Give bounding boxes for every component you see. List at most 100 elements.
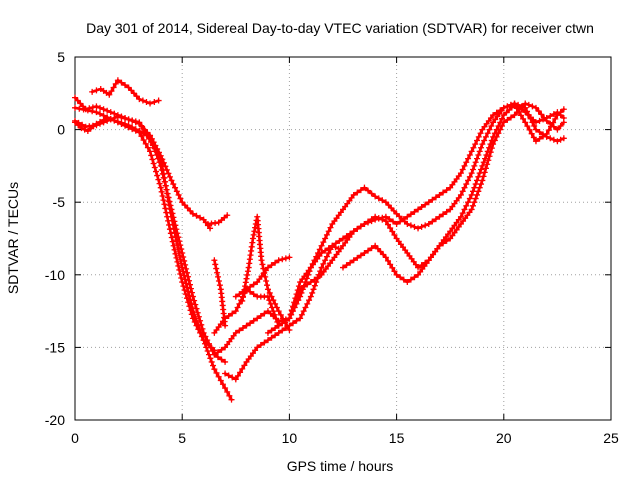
data-point	[393, 220, 400, 227]
data-point	[207, 355, 214, 362]
x-tick-label: 15	[389, 430, 405, 446]
data-point	[474, 155, 480, 162]
data-point	[522, 119, 529, 126]
data-point	[188, 304, 195, 311]
data-point	[174, 230, 181, 237]
data-point	[320, 239, 327, 246]
data-point	[486, 126, 493, 133]
data-point	[418, 204, 425, 211]
data-point	[175, 191, 182, 198]
data-point	[388, 205, 395, 212]
data-point	[165, 170, 172, 177]
data-point	[517, 112, 524, 119]
data-point	[169, 238, 176, 245]
data-point	[387, 225, 394, 232]
data-point	[72, 104, 78, 111]
data-point	[432, 194, 439, 201]
data-point	[374, 245, 381, 252]
data-point	[172, 250, 179, 257]
data-point	[138, 122, 145, 129]
data-point	[531, 122, 538, 129]
data-point	[390, 218, 397, 225]
data-point	[251, 228, 258, 235]
data-point	[172, 184, 179, 191]
data-point	[100, 106, 107, 113]
data-point	[155, 176, 162, 183]
data-point	[361, 184, 368, 191]
series-track-f	[72, 114, 229, 365]
series-track-e	[72, 113, 235, 403]
series-track-l	[239, 213, 293, 333]
data-point	[182, 261, 189, 268]
data-point	[260, 265, 267, 272]
data-point	[291, 300, 298, 307]
data-point	[514, 109, 521, 116]
data-point	[432, 216, 439, 223]
data-point	[552, 115, 559, 122]
data-point	[215, 278, 222, 285]
data-point	[350, 191, 357, 198]
data-point	[222, 370, 229, 377]
data-point	[160, 197, 167, 204]
data-point	[111, 117, 118, 124]
data-point	[504, 116, 511, 123]
data-point	[436, 213, 443, 220]
data-point	[250, 291, 257, 298]
data-point	[268, 262, 275, 269]
data-point	[527, 115, 534, 122]
data-point	[478, 144, 485, 151]
data-point	[122, 115, 129, 122]
data-point	[323, 253, 330, 260]
data-point	[499, 122, 506, 129]
data-point	[472, 159, 479, 166]
data-point	[540, 133, 547, 140]
data-point	[159, 192, 166, 199]
data-point	[211, 366, 218, 373]
data-point	[340, 235, 346, 242]
data-point	[160, 174, 167, 181]
data-point	[519, 103, 526, 110]
data-point	[465, 155, 472, 162]
data-point	[80, 106, 87, 113]
data-point	[241, 362, 248, 369]
data-point	[263, 278, 270, 285]
data-point	[163, 186, 170, 193]
data-point	[474, 177, 480, 184]
data-point	[436, 242, 443, 249]
data-point	[168, 177, 175, 184]
y-tick-label: -5	[53, 194, 66, 210]
data-point	[254, 344, 261, 351]
data-point	[181, 202, 188, 209]
data-point	[385, 202, 392, 209]
data-point	[411, 208, 418, 215]
data-point	[463, 159, 470, 166]
data-point	[297, 315, 304, 322]
data-point	[368, 245, 375, 252]
y-tick-label: 0	[57, 122, 65, 138]
data-point	[104, 114, 111, 121]
data-point	[104, 107, 111, 114]
data-point	[309, 289, 316, 296]
data-point	[75, 122, 82, 129]
data-point	[532, 138, 539, 145]
data-point	[149, 156, 156, 163]
data-point	[152, 168, 159, 175]
data-point	[304, 300, 311, 307]
data-point	[468, 191, 475, 198]
data-point	[466, 173, 473, 180]
data-point	[149, 141, 156, 148]
data-point	[327, 246, 334, 253]
data-point	[242, 279, 249, 286]
data-point	[214, 269, 221, 276]
data-point	[275, 308, 282, 315]
data-point	[440, 189, 447, 196]
data-point	[136, 128, 143, 135]
data-point	[81, 126, 88, 133]
data-point	[443, 237, 450, 244]
series-track-n	[340, 100, 567, 286]
data-point	[249, 235, 256, 242]
data-point	[472, 141, 479, 148]
x-tick-label: 20	[496, 430, 512, 446]
data-point	[214, 349, 221, 356]
data-point	[173, 254, 180, 261]
